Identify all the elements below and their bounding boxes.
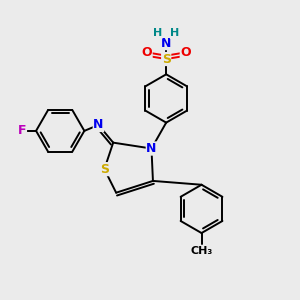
- Text: H: H: [153, 28, 162, 38]
- Text: F: F: [18, 124, 26, 137]
- Text: O: O: [141, 46, 152, 59]
- Text: S: S: [100, 163, 109, 176]
- Text: O: O: [180, 46, 191, 59]
- Text: S: S: [162, 52, 171, 65]
- Text: H: H: [170, 28, 180, 38]
- Text: N: N: [161, 37, 171, 50]
- Text: N: N: [146, 142, 157, 155]
- Text: CH₃: CH₃: [190, 246, 213, 256]
- Text: N: N: [93, 118, 104, 131]
